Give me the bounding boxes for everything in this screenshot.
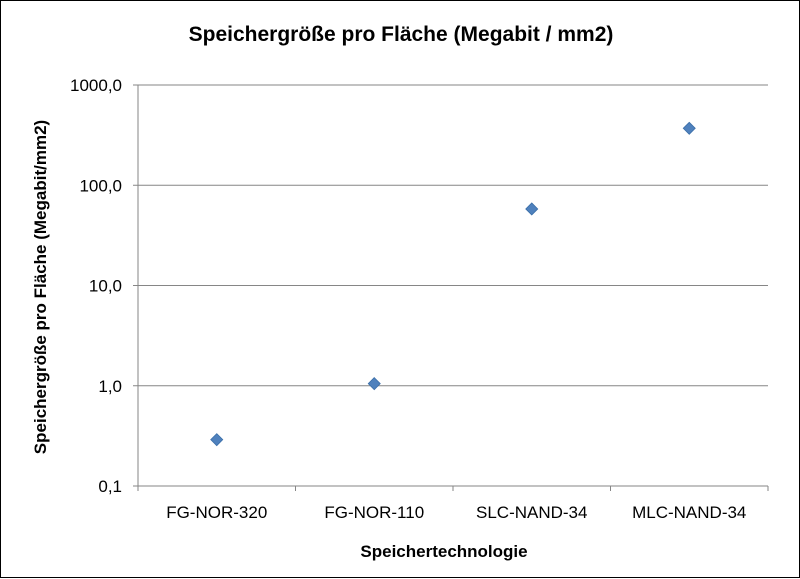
data-point-0 [210, 433, 224, 447]
y-tick-label-1: 1,0 [98, 377, 122, 396]
data-point-3 [682, 121, 696, 135]
data-point-1 [367, 377, 381, 391]
data-point-2 [525, 202, 539, 216]
x-axis-title: Speichertechnologie [360, 542, 527, 561]
y-tick-label-4: 1000,0 [70, 76, 122, 95]
y-axis-tick-labels: 0,1 1,0 10,0 100,0 1000,0 [70, 76, 122, 496]
x-tick-label-1: FG-NOR-110 [324, 503, 424, 522]
data-series [210, 121, 696, 447]
y-tick-label-2: 10,0 [89, 277, 122, 296]
y-tick-label-0: 0,1 [98, 477, 122, 496]
x-tick-label-3: MLC-NAND-34 [632, 503, 746, 522]
x-tick-label-0: FG-NOR-320 [166, 503, 267, 522]
y-axis-title: Speichergröße pro Fläche (Megabit/mm2) [31, 120, 50, 454]
chart-title: Speichergröße pro Fläche (Megabit / mm2) [189, 23, 614, 46]
axes [137, 85, 769, 491]
gridlines [133, 84, 768, 487]
x-tick-label-2: SLC-NAND-34 [476, 503, 587, 522]
y-tick-label-3: 100,0 [79, 176, 122, 195]
x-axis-tick-labels: FG-NOR-320 FG-NOR-110 SLC-NAND-34 MLC-NAND-… [166, 503, 746, 522]
